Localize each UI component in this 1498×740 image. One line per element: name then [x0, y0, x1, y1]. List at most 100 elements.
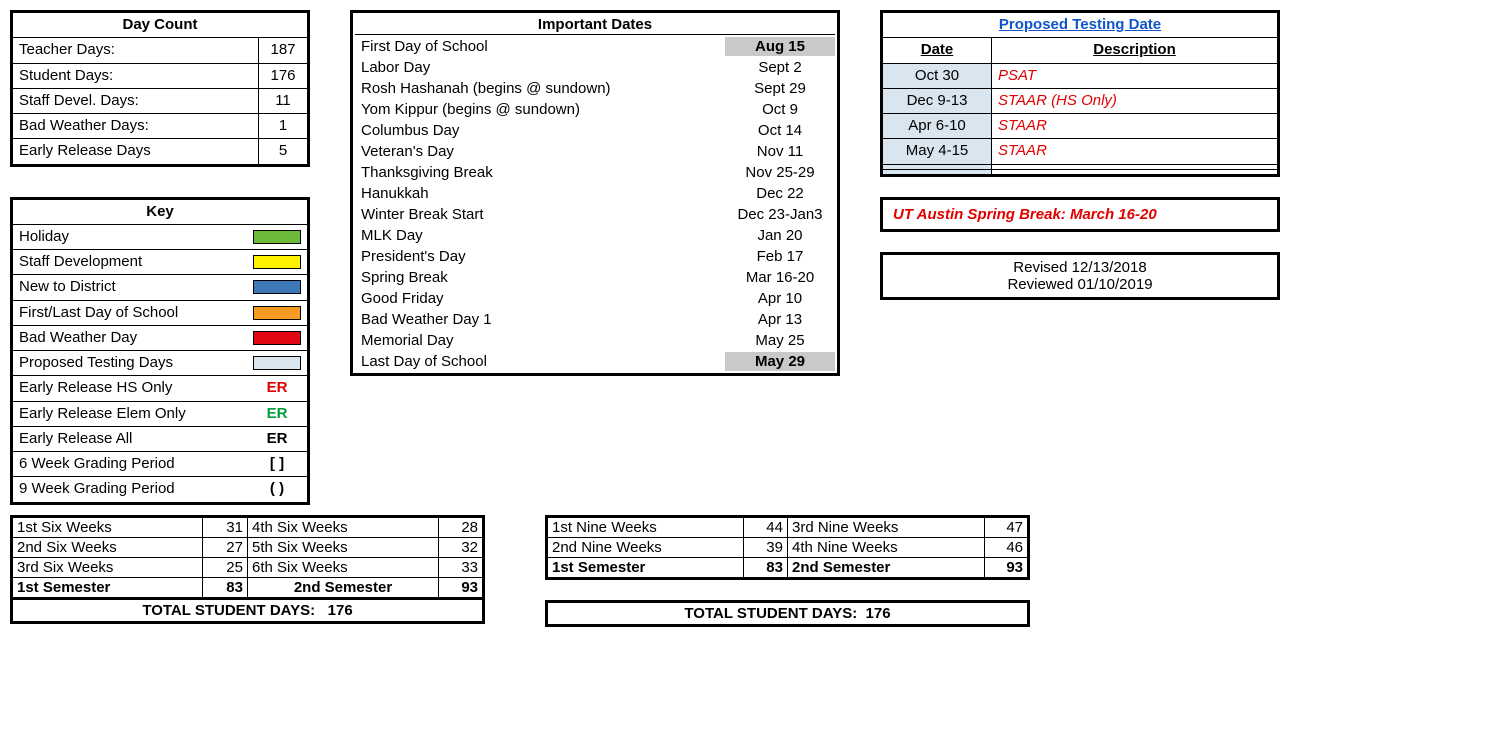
important-date: May 29: [725, 352, 835, 371]
revised-text: Revised 12/13/2018: [893, 259, 1267, 276]
ninewk-value: 47: [985, 516, 1029, 537]
reviewed-text: Reviewed 01/10/2019: [893, 276, 1267, 293]
day-count-label: Bad Weather Days:: [12, 114, 259, 139]
key-swatch: [253, 230, 301, 244]
important-date: Sept 29: [725, 79, 835, 98]
important-date: May 25: [725, 331, 835, 350]
important-date: Nov 11: [725, 142, 835, 161]
sixwk-value: 33: [439, 557, 484, 577]
sixwk-label: 3rd Six Weeks: [12, 557, 203, 577]
important-label: Good Friday: [355, 289, 723, 308]
key-code: ER: [247, 426, 309, 451]
key-label: Staff Development: [12, 250, 248, 275]
sixwk-label: 5th Six Weeks: [247, 537, 438, 557]
testing-date: May 4-15: [882, 139, 992, 164]
important-label: Memorial Day: [355, 331, 723, 350]
key-swatch: [253, 255, 301, 269]
revision-box: Revised 12/13/2018 Reviewed 01/10/2019: [880, 252, 1280, 300]
key-label: Proposed Testing Days: [12, 351, 248, 376]
ninewk-label: 1st Nine Weeks: [547, 516, 744, 537]
day-count-table: Day Count Teacher Days: 187Student Days:…: [10, 10, 310, 167]
ninewk-sem1-value: 83: [744, 557, 788, 578]
important-date: Nov 25-29: [725, 163, 835, 182]
important-label: Thanksgiving Break: [355, 163, 723, 182]
testing-date: Apr 6-10: [882, 114, 992, 139]
sixwk-sem1-value: 83: [203, 577, 248, 598]
testing-head-date: Date: [882, 38, 992, 63]
nine-weeks-block: 1st Nine Weeks 44 3rd Nine Weeks 47 2nd N…: [545, 515, 1030, 627]
important-date: Apr 10: [725, 289, 835, 308]
key-swatch: [253, 331, 301, 345]
ninewk-value: 39: [744, 537, 788, 557]
day-count-value: 5: [259, 139, 309, 165]
key-swatch: [253, 356, 301, 370]
important-date: Jan 20: [725, 226, 835, 245]
sixwk-value: 31: [203, 516, 248, 537]
ninewk-sem2-value: 93: [985, 557, 1029, 578]
ninewk-label: 2nd Nine Weeks: [547, 537, 744, 557]
key-swatch: [253, 306, 301, 320]
day-count-value: 1: [259, 114, 309, 139]
testing-date: Oct 30: [882, 63, 992, 88]
important-label: Rosh Hashanah (begins @ sundown): [355, 79, 723, 98]
ninewk-sem2-label: 2nd Semester: [787, 557, 984, 578]
testing-table: Proposed Testing Date Date Description O…: [880, 10, 1280, 177]
day-count-label: Early Release Days: [12, 139, 259, 165]
important-date: Sept 2: [725, 58, 835, 77]
important-date: Aug 15: [725, 37, 835, 56]
testing-desc: STAAR: [992, 114, 1279, 139]
key-label: Bad Weather Day: [12, 325, 248, 350]
key-label: Early Release Elem Only: [12, 401, 248, 426]
key-label: 6 Week Grading Period: [12, 452, 248, 477]
sixwk-value: 25: [203, 557, 248, 577]
important-date: Apr 13: [725, 310, 835, 329]
six-weeks-total: TOTAL STUDENT DAYS: 176: [10, 600, 485, 624]
ninewk-value: 46: [985, 537, 1029, 557]
ninewk-label: 4th Nine Weeks: [787, 537, 984, 557]
sixwk-label: 4th Six Weeks: [247, 516, 438, 537]
testing-desc: [992, 169, 1279, 175]
important-date: Mar 16-20: [725, 268, 835, 287]
important-label: Spring Break: [355, 268, 723, 287]
sixwk-label: 1st Six Weeks: [12, 516, 203, 537]
day-count-title: Day Count: [12, 12, 309, 38]
important-label: Columbus Day: [355, 121, 723, 140]
key-label: New to District: [12, 275, 248, 300]
important-date: Oct 9: [725, 100, 835, 119]
sixwk-label: 2nd Six Weeks: [12, 537, 203, 557]
testing-desc: STAAR (HS Only): [992, 88, 1279, 113]
important-label: Yom Kippur (begins @ sundown): [355, 100, 723, 119]
ninewk-label: 3rd Nine Weeks: [787, 516, 984, 537]
key-label: First/Last Day of School: [12, 300, 248, 325]
important-date: Dec 23-Jan3: [725, 205, 835, 224]
key-label: 9 Week Grading Period: [12, 477, 248, 503]
testing-date: Dec 9-13: [882, 88, 992, 113]
nine-weeks-total: TOTAL STUDENT DAYS: 176: [545, 600, 1030, 627]
key-label: Early Release HS Only: [12, 376, 248, 401]
important-label: MLK Day: [355, 226, 723, 245]
important-label: Last Day of School: [355, 352, 723, 371]
important-label: President's Day: [355, 247, 723, 266]
key-code: [ ]: [247, 452, 309, 477]
key-label: Early Release All: [12, 426, 248, 451]
key-title: Key: [12, 198, 309, 224]
testing-title-link[interactable]: Proposed Testing Date: [999, 16, 1161, 33]
day-count-label: Staff Devel. Days:: [12, 88, 259, 113]
key-code: ER: [247, 401, 309, 426]
sixwk-value: 32: [439, 537, 484, 557]
sixwk-sem1-label: 1st Semester: [12, 577, 203, 598]
important-date: Dec 22: [725, 184, 835, 203]
important-dates-table: Important Dates First Day of School Aug …: [350, 10, 840, 376]
ninewk-sem1-label: 1st Semester: [547, 557, 744, 578]
day-count-value: 176: [259, 63, 309, 88]
important-label: Labor Day: [355, 58, 723, 77]
testing-date: [882, 169, 992, 175]
ninewk-value: 44: [744, 516, 788, 537]
note-box: UT Austin Spring Break: March 16-20: [880, 197, 1280, 232]
key-swatch: [253, 280, 301, 294]
sixwk-label: 6th Six Weeks: [247, 557, 438, 577]
sixwk-value: 27: [203, 537, 248, 557]
important-label: Winter Break Start: [355, 205, 723, 224]
sixwk-sem2-label: 2nd Semester: [247, 577, 438, 598]
important-date: Oct 14: [725, 121, 835, 140]
